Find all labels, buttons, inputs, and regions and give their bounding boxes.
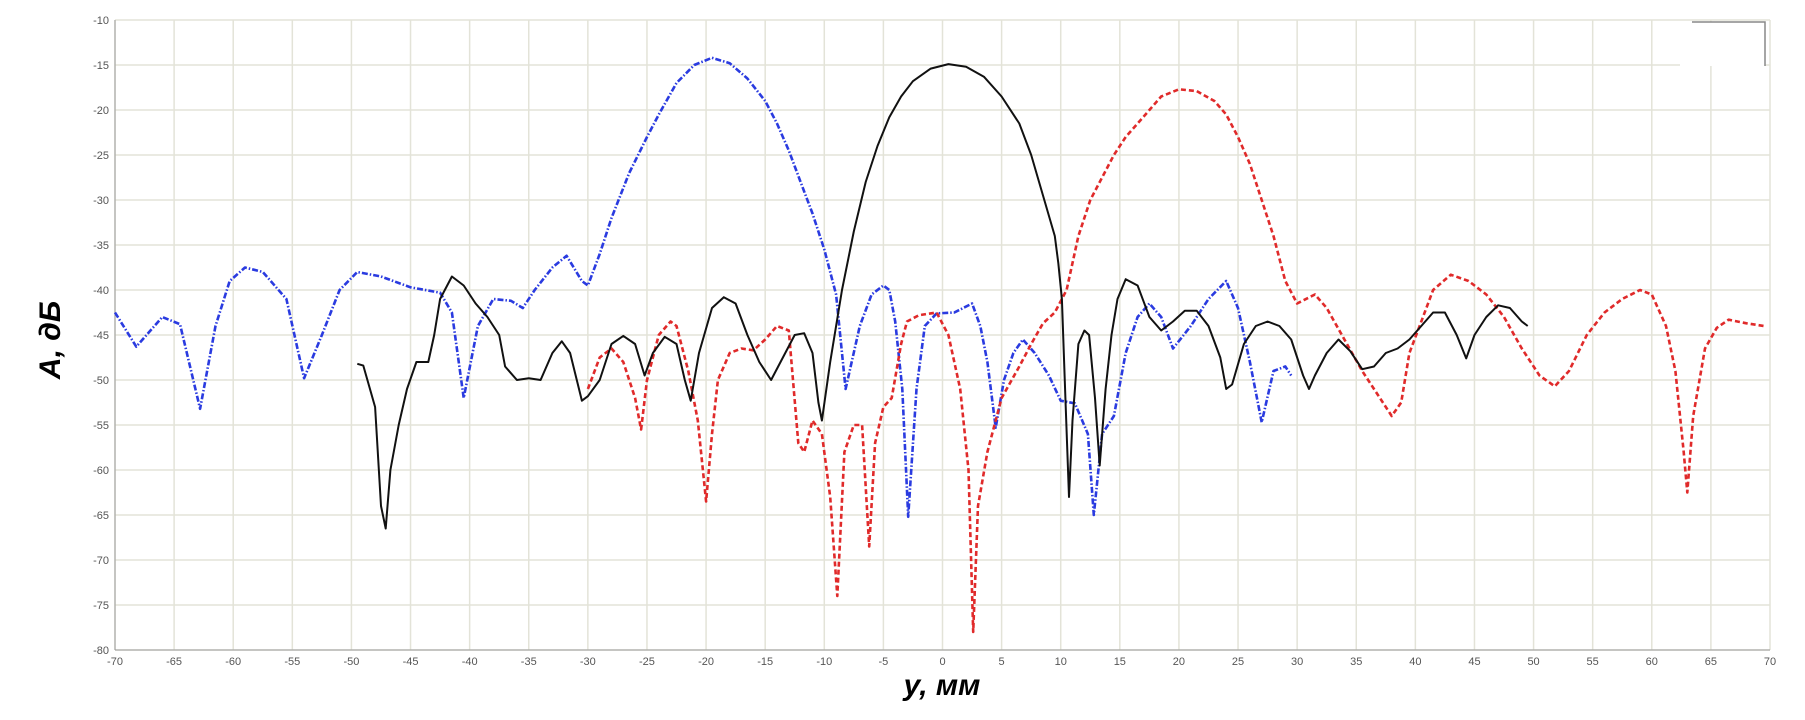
x-tick-label: 50 (1527, 656, 1539, 668)
y-tick-label: -50 (93, 375, 109, 387)
legend-box-remnant (1680, 22, 1765, 66)
y-tick-label: -70 (93, 555, 109, 567)
x-tick-label: -55 (284, 656, 300, 668)
y-tick-label: -15 (93, 60, 109, 72)
y-tick-label: -45 (93, 330, 109, 342)
y-tick-label: -40 (93, 285, 109, 297)
x-tick-label: -60 (225, 656, 241, 668)
series-line-1 (113, 56, 1293, 519)
x-tick-label: -50 (343, 656, 359, 668)
x-tick-label: -45 (403, 656, 419, 668)
y-tick-label: -10 (93, 15, 109, 27)
x-tick-label: 5 (999, 656, 1005, 668)
x-tick-label: -25 (639, 656, 655, 668)
y-axis-title: A, дБ (34, 301, 67, 380)
tick-labels: -70 -65 -60 -55 -50 -45 -40 -35 -30 -25 -20 -15 -10-… (93, 15, 1776, 668)
y-tick-label: -35 (93, 240, 109, 252)
x-tick-label: 30 (1291, 656, 1303, 668)
y-tick-label: -80 (93, 645, 109, 657)
x-tick-label: 40 (1409, 656, 1421, 668)
series-line-2 (586, 88, 1765, 634)
y-tick-label: -20 (93, 105, 109, 117)
legend-box-border (1692, 21, 1766, 66)
x-tick-label: -10 (816, 656, 832, 668)
x-tick-label: 15 (1114, 656, 1126, 668)
x-axis-title: y, мм (902, 669, 981, 702)
x-tick-label: 65 (1705, 656, 1717, 668)
x-tick-label: -70 (107, 656, 123, 668)
x-tick-label: -65 (166, 656, 182, 668)
x-tick-label: -40 (462, 656, 478, 668)
y-tick-label: -30 (93, 195, 109, 207)
y-tick-label: -65 (93, 510, 109, 522)
x-tick-label: -5 (879, 656, 889, 668)
x-tick-label: 55 (1587, 656, 1599, 668)
x-tick-label: -35 (521, 656, 537, 668)
y-tick-label: -60 (93, 465, 109, 477)
x-tick-label: 35 (1350, 656, 1362, 668)
x-tick-label: 20 (1173, 656, 1185, 668)
series-layer (113, 56, 1765, 634)
x-tick-label: 45 (1468, 656, 1480, 668)
x-tick-label: -30 (580, 656, 596, 668)
x-tick-label: -20 (698, 656, 714, 668)
y-tick-label: -25 (93, 150, 109, 162)
x-tick-label: 60 (1646, 656, 1658, 668)
x-tick-label: 10 (1055, 656, 1067, 668)
y-tick-label: -55 (93, 420, 109, 432)
x-tick-label: 0 (939, 656, 945, 668)
x-tick-label: -15 (757, 656, 773, 668)
x-tick-label: 25 (1232, 656, 1244, 668)
x-tick-label: 70 (1764, 656, 1776, 668)
series-line-3 (357, 63, 1529, 530)
y-tick-label: -75 (93, 600, 109, 612)
grid (114, 19, 1771, 651)
